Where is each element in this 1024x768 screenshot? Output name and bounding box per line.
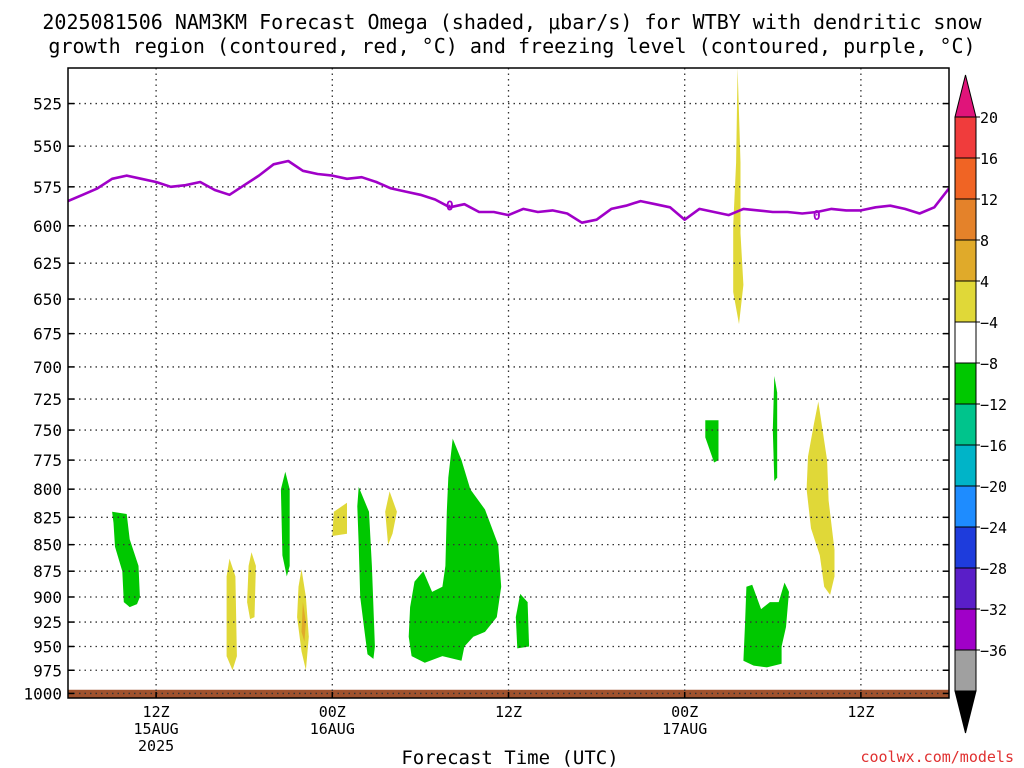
- colorbar-tick-label: 20: [980, 109, 998, 127]
- colorbar-bottom-arrow: [954, 690, 977, 734]
- y-tick-label: 550: [33, 137, 62, 156]
- y-tick-label: 875: [33, 562, 62, 581]
- x-tick-label: 2025: [138, 737, 174, 755]
- omega-area-6: [301, 602, 306, 642]
- plot-content: 00: [68, 68, 949, 698]
- axes: 525 550 575 600 625 650 675 700 725 750 775 800 825 8…: [23, 67, 950, 755]
- x-tick-label: 12Z: [847, 703, 874, 721]
- y-tick-label: 700: [33, 358, 62, 377]
- colorbar-swatch: [954, 403, 977, 446]
- y-tick-label: 850: [33, 536, 62, 555]
- omega-area-9: [385, 491, 397, 545]
- y-tick-label: 750: [33, 421, 62, 440]
- y-tick-label: 625: [33, 254, 62, 273]
- x-tick-label: 12Z: [495, 703, 522, 721]
- colorbar-swatch: [954, 485, 977, 528]
- omega-area-8: [357, 486, 375, 659]
- colorbar-tick-label: −12: [980, 396, 1007, 414]
- omega-area-7: [332, 502, 347, 536]
- colorbar-tick-label: −8: [980, 355, 998, 373]
- colorbar-swatch: [954, 649, 977, 692]
- colorbar-swatch: [954, 116, 977, 159]
- colorbar-tick-label: 12: [980, 191, 998, 209]
- colorbar-tick-label: −24: [980, 519, 1007, 537]
- x-tick-label: 17AUG: [662, 720, 707, 738]
- colorbar-tick-label: −4: [980, 314, 998, 332]
- y-tick-label: 525: [33, 95, 62, 114]
- omega-area-14: [772, 376, 778, 482]
- omega-area-12: [733, 68, 744, 325]
- colorbar-swatch: [954, 198, 977, 241]
- colorbar-swatch: [954, 567, 977, 610]
- omega-area-15: [806, 401, 835, 595]
- colorbar-swatch: [954, 239, 977, 282]
- colorbar-swatch: [954, 321, 977, 364]
- y-tick-label: 650: [33, 290, 62, 309]
- x-tick-label: 12Z: [143, 703, 170, 721]
- y-tick-label: 950: [33, 637, 62, 656]
- x-tick-label: 00Z: [319, 703, 346, 721]
- x-tick-label: 00Z: [671, 703, 698, 721]
- omega-area-1: [112, 511, 140, 608]
- omega-area-16: [743, 582, 789, 668]
- colorbar-swatch: [954, 444, 977, 487]
- omega-area-3: [247, 552, 256, 620]
- omega-area-10: [408, 438, 502, 663]
- omega-area-2: [226, 558, 237, 671]
- chart-title-line-1: 2025081506 NAM3KM Forecast Omega (shaded…: [42, 10, 982, 34]
- y-tick-label: 600: [33, 217, 62, 236]
- freezing-level-label: 0: [446, 200, 454, 215]
- y-tick-label: 725: [33, 390, 62, 409]
- colorbar-tick-label: −20: [980, 478, 1007, 496]
- x-axis-label: Forecast Time (UTC): [401, 747, 618, 768]
- colorbar-top-arrow: [954, 74, 977, 118]
- y-tick-label: 975: [33, 661, 62, 680]
- colorbar-tick-label: −16: [980, 437, 1007, 455]
- colorbar-swatch: [954, 157, 977, 200]
- y-tick-label: 900: [33, 588, 62, 607]
- omega-area-13: [705, 420, 719, 463]
- colorbar-swatch: [954, 362, 977, 405]
- colorbar: 20 16 12 8 4 −4 −8 −12 −16 −20 −24 −28 −32 −36: [954, 74, 1007, 734]
- x-tick-label: 16AUG: [310, 720, 355, 738]
- colorbar-swatch: [954, 526, 977, 569]
- colorbar-tick-label: 4: [980, 273, 989, 291]
- y-tick-label: 675: [33, 325, 62, 344]
- y-tick-label: 825: [33, 508, 62, 527]
- x-tick-label: 15AUG: [134, 720, 179, 738]
- omega-area-4: [280, 471, 290, 577]
- colorbar-tick-label: 16: [980, 150, 998, 168]
- colorbar-tick-label: −32: [980, 601, 1007, 619]
- y-tick-label: 775: [33, 451, 62, 470]
- y-tick-label: 1000: [23, 684, 62, 703]
- freezing-level-line: [68, 159, 949, 224]
- colorbar-tick-label: −36: [980, 642, 1007, 660]
- y-tick-label: 800: [33, 480, 62, 499]
- y-tick-label: 925: [33, 613, 62, 632]
- omega-area-11: [515, 593, 530, 649]
- chart-title-line-2: growth region (contoured, red, °C) and f…: [48, 34, 976, 58]
- credit-text: coolwx.com/models: [860, 748, 1014, 766]
- colorbar-tick-label: 8: [980, 232, 989, 250]
- colorbar-swatch: [954, 280, 977, 323]
- freezing-level-label: 0: [813, 209, 821, 224]
- colorbar-swatch: [954, 608, 977, 651]
- plot-area: 00: [68, 68, 949, 698]
- colorbar-tick-label: −28: [980, 560, 1007, 578]
- y-tick-label: 575: [33, 178, 62, 197]
